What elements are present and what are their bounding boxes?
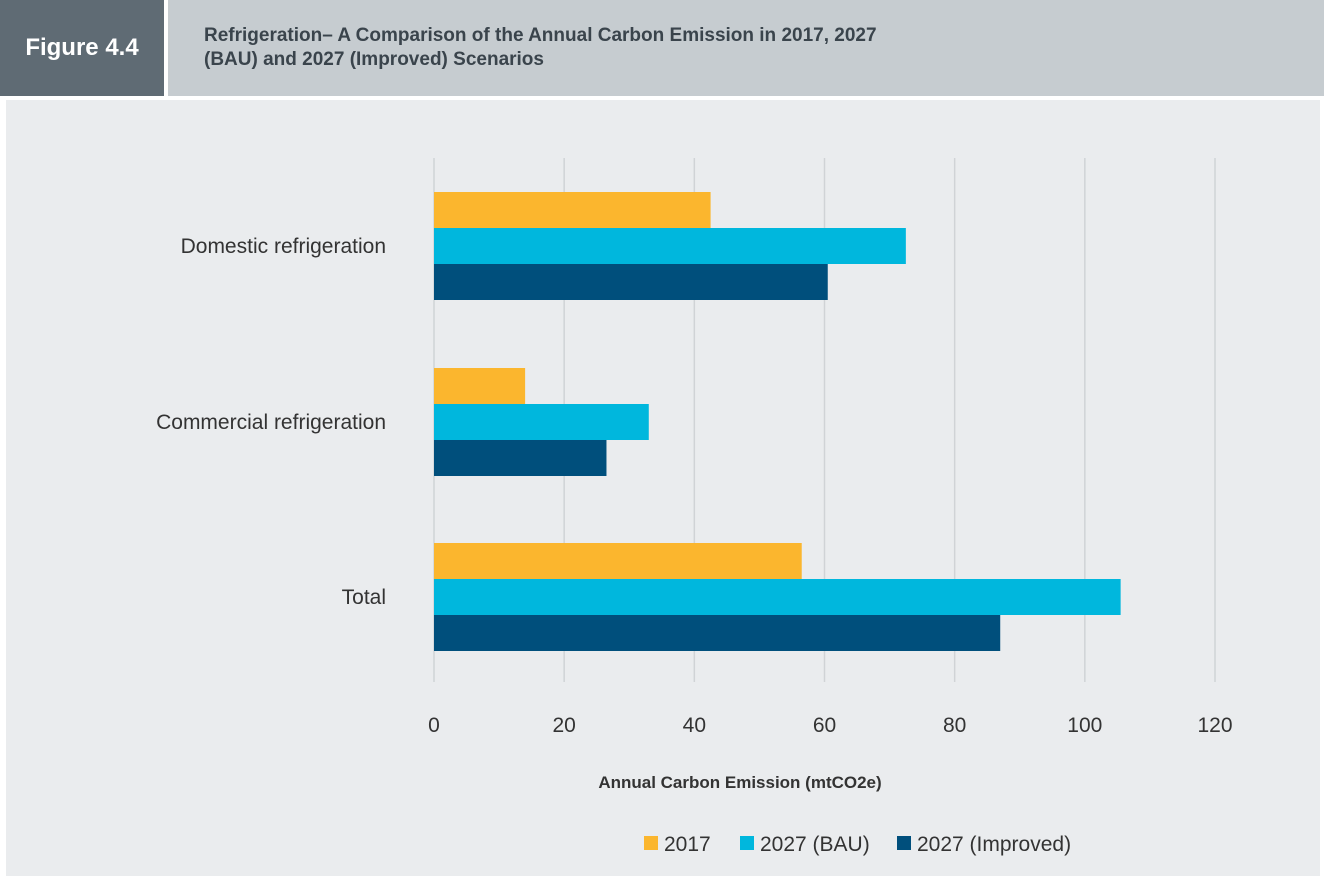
legend-item: 2027 (Improved) (897, 833, 1071, 856)
bars (434, 192, 1121, 651)
legend-item: 2027 (BAU) (740, 833, 870, 856)
category-label: Commercial refrigeration (156, 411, 386, 434)
legend-swatch (644, 836, 658, 850)
figure-label: Figure 4.4 (0, 0, 164, 96)
bar-improved (434, 264, 828, 300)
bar-bau (434, 579, 1121, 615)
legend-item: 2017 (644, 833, 711, 856)
legend: 2017 2027 (BAU) 2027 (Improved) (644, 833, 1071, 856)
legend-label: 2027 (BAU) (760, 833, 870, 856)
legend-swatch (897, 836, 911, 850)
category-label: Total (342, 586, 386, 609)
bar-bau (434, 228, 906, 264)
figure-title-box: Refrigeration– A Comparison of the Annua… (168, 0, 1324, 96)
category-label: Domestic refrigeration (181, 235, 386, 258)
legend-label: 2017 (664, 833, 711, 856)
bar-2017 (434, 543, 802, 579)
chart-panel: Domestic refrigeration Commercial refrige… (6, 100, 1320, 876)
legend-swatch (740, 836, 754, 850)
figure-header: Figure 4.4 Refrigeration– A Comparison o… (0, 0, 1324, 96)
bar-improved (434, 440, 607, 476)
x-tick-label: 120 (1197, 714, 1232, 737)
x-tick-label: 40 (683, 714, 706, 737)
bar-2017 (434, 192, 711, 228)
bar-improved (434, 615, 1001, 651)
x-tick-labels: 0 20 40 60 80 100 120 (428, 714, 1232, 737)
x-tick-label: 0 (428, 714, 440, 737)
x-axis-title: Annual Carbon Emission (mtCO2e) (598, 773, 881, 792)
x-tick-label: 100 (1067, 714, 1102, 737)
figure-title: Refrigeration– A Comparison of the Annua… (204, 25, 877, 70)
x-tick-label: 20 (552, 714, 575, 737)
bar-bau (434, 404, 649, 440)
x-tick-label: 60 (813, 714, 836, 737)
legend-label: 2027 (Improved) (917, 833, 1071, 856)
header-divider (164, 0, 168, 96)
x-tick-label: 80 (943, 714, 966, 737)
bar-2017 (434, 368, 526, 404)
category-labels: Domestic refrigeration Commercial refrige… (156, 235, 386, 609)
bar-chart: Domestic refrigeration Commercial refrige… (156, 158, 1233, 856)
